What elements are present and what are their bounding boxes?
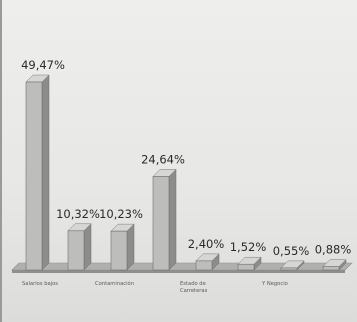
- data-label: 1,52%: [230, 240, 267, 254]
- bar-side: [41, 74, 50, 271]
- chart-floor-edge: [12, 270, 345, 273]
- bar-front: [152, 176, 170, 271]
- bar: [322, 259, 347, 271]
- category-label: Salarios bajos: [22, 281, 58, 287]
- data-label: 24,64%: [141, 152, 185, 166]
- bar: [237, 256, 262, 271]
- bar-side: [126, 223, 135, 271]
- bar-front: [67, 230, 85, 271]
- data-label: 10,32%: [56, 207, 100, 221]
- bar-front: [25, 81, 43, 271]
- bar-side: [83, 223, 92, 271]
- bar-front: [110, 230, 128, 271]
- data-label: 0,55%: [273, 244, 310, 258]
- category-label: Contaminación: [95, 280, 134, 287]
- bar: [195, 253, 220, 271]
- bar: [152, 168, 177, 271]
- bar: [67, 223, 92, 271]
- bar-side: [168, 168, 177, 271]
- bar-front: [322, 266, 340, 271]
- bar-front: [280, 267, 298, 271]
- bar: [25, 74, 50, 271]
- data-label: 0,88%: [315, 243, 352, 257]
- bar-front: [195, 260, 213, 271]
- left-border: [0, 0, 2, 322]
- category-label: Estado de Carreteras: [180, 281, 208, 294]
- bar: [280, 260, 305, 271]
- data-label: 2,40%: [188, 237, 225, 251]
- data-label: 49,47%: [21, 58, 65, 72]
- bar: [110, 223, 135, 271]
- category-label: Y Negocio: [261, 281, 288, 287]
- data-label: 10,23%: [99, 207, 143, 221]
- bar-front: [237, 263, 255, 271]
